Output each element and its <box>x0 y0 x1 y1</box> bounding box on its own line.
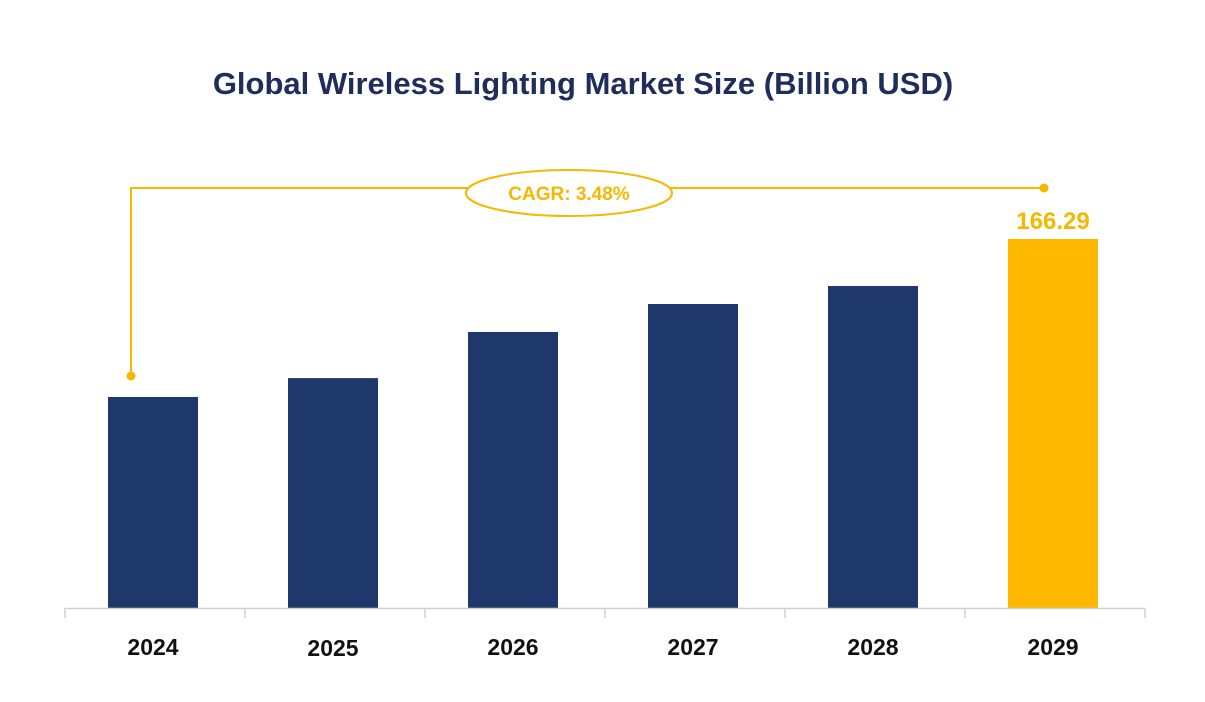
bar-2029 <box>1008 239 1098 608</box>
x-tick-label: 2026 <box>487 634 538 660</box>
cagr-end-dot <box>1039 183 1049 193</box>
x-tick-label: 2024 <box>127 634 178 660</box>
cagr-label: CAGR: 3.48% <box>508 184 630 205</box>
bar-2028 <box>828 286 918 608</box>
x-tick-label: 2027 <box>667 634 718 660</box>
cagr-annotation: CAGR: 3.48% <box>126 169 1049 381</box>
x-tick-label: 2028 <box>847 634 898 660</box>
cagr-ellipse <box>465 169 673 217</box>
x-tick-label: 2029 <box>1027 634 1078 660</box>
x-tick-label: 2025 <box>307 635 358 661</box>
cagr-start-dot <box>126 371 136 381</box>
bar-2024 <box>108 396 198 608</box>
bar-2025 <box>288 378 378 608</box>
bar-2027 <box>648 303 738 608</box>
data-label-2029: 166.29 <box>1016 208 1089 235</box>
cagr-connector-line <box>130 187 1044 376</box>
chart-title: Global Wireless Lighting Market Size (Bi… <box>213 66 953 101</box>
bar-2026 <box>468 331 558 608</box>
